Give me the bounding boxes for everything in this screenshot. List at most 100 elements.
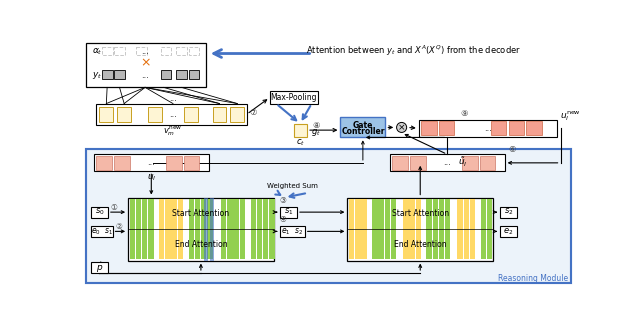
Text: ②: ② [115,222,122,231]
Bar [410,156,426,170]
Text: ⑨: ⑨ [461,109,468,118]
Text: ③: ③ [280,196,287,205]
Text: $s_1$: $s_1$ [284,207,293,217]
Bar [230,107,244,122]
Bar [184,107,198,122]
Text: Max-Pooling: Max-Pooling [271,93,317,102]
Bar [212,107,227,122]
Bar [280,207,297,217]
Bar [114,47,125,55]
Bar [114,70,125,79]
Bar [378,199,384,259]
Text: $e_1\ \ s_2$: $e_1\ \ s_2$ [281,226,303,237]
Bar [189,199,194,259]
Text: ...: ... [169,110,177,119]
Text: $c_t$: $c_t$ [296,138,305,148]
Text: $u_l^{\rm new}$: $u_l^{\rm new}$ [560,110,581,123]
Text: $\tilde{u}_l$: $\tilde{u}_l$ [458,156,468,169]
Bar [148,107,162,122]
Bar [390,154,505,171]
Text: Reasoning Module: Reasoning Module [498,274,568,283]
Bar [91,207,108,217]
Text: ...: ... [141,47,149,56]
Bar [128,198,274,260]
Bar [527,121,542,135]
Text: ④: ④ [280,215,287,224]
Bar [410,199,415,259]
Bar [86,149,572,283]
Bar [439,199,444,259]
Bar [421,121,436,135]
Text: ...: ... [484,124,492,133]
Text: ⑥: ⑥ [509,145,516,154]
Text: $u_l$: $u_l$ [147,172,156,183]
Text: $\hat{p}$: $\hat{p}$ [96,260,103,275]
Text: End Attention: End Attention [175,240,227,249]
Bar [176,47,187,55]
Bar [263,199,268,259]
Bar [348,198,493,260]
Text: ...: ... [444,158,451,168]
Bar [102,47,113,55]
Bar [95,104,246,125]
Bar [91,226,113,237]
Bar [445,199,451,259]
Bar [433,199,438,259]
Bar [221,199,227,259]
Text: $e_0\ \ s_1$: $e_0\ \ s_1$ [91,226,113,237]
Bar [207,199,212,259]
Bar [509,121,524,135]
Bar [362,199,367,259]
Bar [463,199,469,259]
Bar [391,199,396,259]
Bar [161,70,172,79]
Bar [355,199,360,259]
Bar [458,199,463,259]
Bar [204,198,208,260]
Bar [257,199,262,259]
Text: ...: ... [169,94,177,103]
Bar [189,70,199,79]
Text: ...: ... [141,71,149,80]
Text: $y_t$: $y_t$ [92,70,102,81]
Bar [210,198,214,260]
Bar [136,47,147,55]
Bar [86,149,572,283]
Bar [487,199,492,259]
Bar [227,199,233,259]
Bar [99,107,113,122]
Text: End Attention: End Attention [394,240,447,249]
Bar [470,199,476,259]
Bar [439,121,454,135]
Text: Weighted Sum: Weighted Sum [267,183,318,189]
Bar [385,199,390,259]
Bar [166,156,182,170]
Bar [96,156,112,170]
Bar [94,154,209,171]
Text: ...: ... [147,158,156,168]
Bar [372,199,378,259]
Text: $e_2$: $e_2$ [504,226,514,237]
Text: Gate: Gate [353,121,373,130]
Text: Attention between $y_t$ and $X^A$($X^Q$) from the decoder: Attention between $y_t$ and $X^A$($X^Q$)… [306,43,521,58]
Bar [114,156,129,170]
Bar [165,199,171,259]
Bar [148,199,154,259]
Bar [269,199,275,259]
Text: Start Attention: Start Attention [392,209,449,218]
Bar [161,47,172,55]
Bar [462,156,477,170]
Text: $s_2$: $s_2$ [504,207,513,217]
Bar [500,207,517,217]
Text: $\alpha_t$: $\alpha_t$ [92,47,103,57]
Circle shape [397,122,406,133]
Bar [172,199,177,259]
Bar [142,199,147,259]
Bar [403,199,408,259]
Bar [195,199,200,259]
Text: ⑦: ⑦ [249,108,257,117]
Bar [280,226,305,237]
Bar [239,199,245,259]
Bar [392,156,408,170]
Bar [481,199,486,259]
